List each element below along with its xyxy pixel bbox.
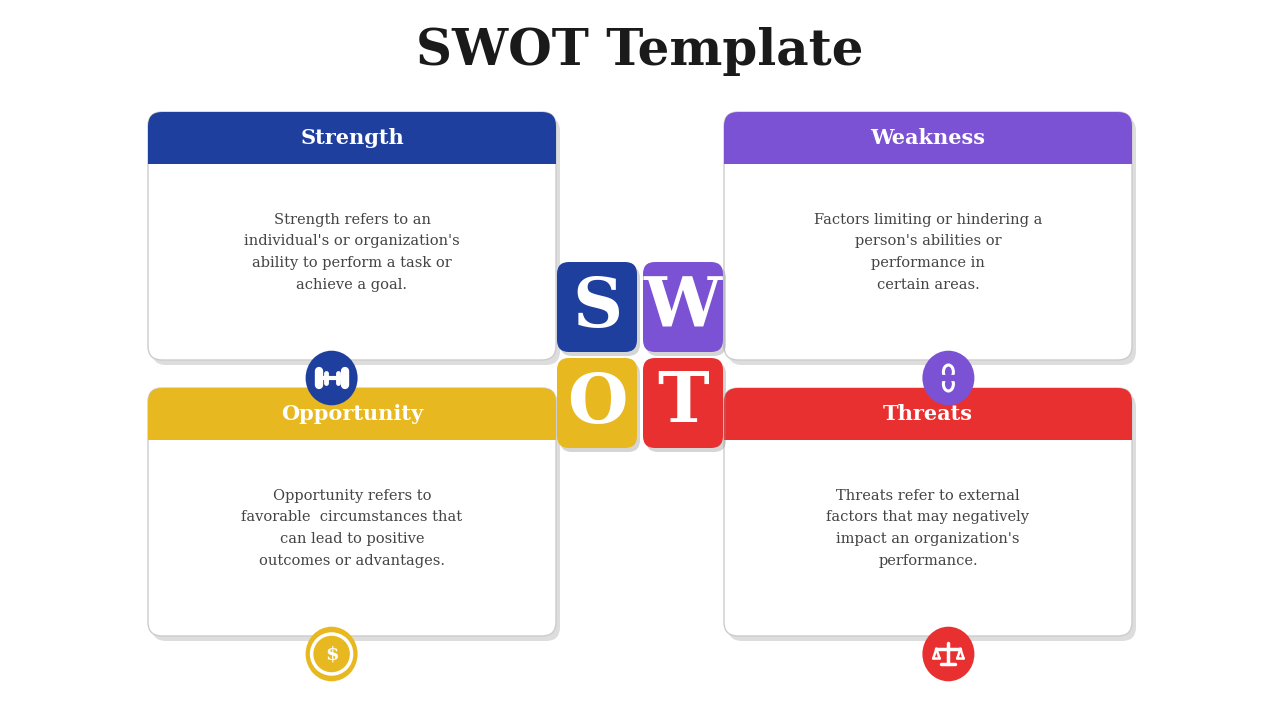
FancyBboxPatch shape: [646, 362, 726, 452]
Text: Opportunity: Opportunity: [280, 404, 424, 424]
FancyBboxPatch shape: [148, 112, 556, 164]
Bar: [148, 426, 556, 440]
FancyBboxPatch shape: [724, 388, 1132, 440]
FancyBboxPatch shape: [557, 358, 637, 448]
Text: S: S: [572, 274, 622, 341]
Text: T: T: [657, 369, 709, 436]
FancyBboxPatch shape: [152, 117, 561, 365]
FancyBboxPatch shape: [561, 266, 640, 356]
FancyBboxPatch shape: [643, 262, 723, 352]
Text: Threats: Threats: [883, 404, 973, 424]
Bar: [724, 426, 1132, 440]
Text: O: O: [567, 369, 627, 436]
FancyBboxPatch shape: [724, 388, 1132, 636]
FancyBboxPatch shape: [557, 262, 637, 352]
Ellipse shape: [923, 351, 974, 405]
FancyBboxPatch shape: [561, 362, 640, 452]
FancyBboxPatch shape: [724, 112, 1132, 360]
Text: Strength: Strength: [300, 128, 404, 148]
FancyBboxPatch shape: [148, 112, 556, 360]
FancyBboxPatch shape: [724, 112, 1132, 164]
Text: $: $: [325, 645, 338, 663]
Text: Strength refers to an
individual's or organization's
ability to perform a task o: Strength refers to an individual's or or…: [244, 212, 460, 292]
Text: SWOT Template: SWOT Template: [416, 27, 864, 76]
Text: W: W: [644, 274, 722, 341]
FancyBboxPatch shape: [643, 358, 723, 448]
Ellipse shape: [306, 626, 357, 681]
Text: Threats refer to external
factors that may negatively
impact an organization's
p: Threats refer to external factors that m…: [827, 489, 1029, 568]
FancyBboxPatch shape: [152, 393, 561, 641]
FancyBboxPatch shape: [646, 266, 726, 356]
Ellipse shape: [923, 626, 974, 681]
Text: Opportunity refers to
favorable  circumstances that
can lead to positive
outcome: Opportunity refers to favorable circumst…: [242, 489, 462, 568]
FancyBboxPatch shape: [148, 388, 556, 440]
Ellipse shape: [306, 351, 357, 405]
FancyBboxPatch shape: [148, 388, 556, 636]
Bar: [148, 150, 556, 164]
Bar: [724, 150, 1132, 164]
Text: Weakness: Weakness: [870, 128, 986, 148]
Text: Factors limiting or hindering a
person's abilities or
performance in
certain are: Factors limiting or hindering a person's…: [814, 212, 1042, 292]
FancyBboxPatch shape: [728, 117, 1137, 365]
FancyBboxPatch shape: [728, 393, 1137, 641]
